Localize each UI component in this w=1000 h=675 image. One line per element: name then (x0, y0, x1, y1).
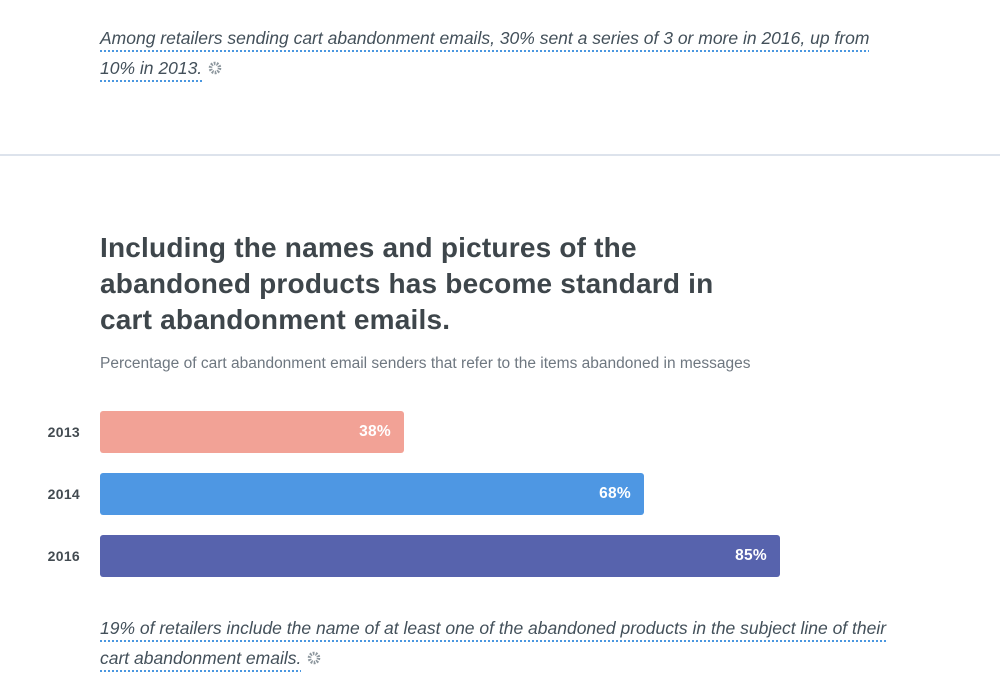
bar-chart: 2013 38% 2014 68% 2016 85% (0, 411, 1000, 577)
chart-title: Including the names and pictures of the … (100, 232, 714, 335)
category-label: 2013 (47, 424, 80, 440)
chart-row: 2014 68% (0, 473, 1000, 515)
chart-row: 2016 85% (0, 535, 1000, 577)
category-label: 2014 (47, 486, 80, 502)
bottom-callout-text[interactable]: 19% of retailers include the name of at … (100, 618, 887, 668)
top-callout-text[interactable]: Among retailers sending cart abandonment… (100, 28, 870, 78)
bar-track: 85% (100, 535, 900, 577)
bar-value-label: 38% (359, 423, 391, 440)
top-callout-section: Among retailers sending cart abandonment… (0, 0, 1000, 156)
chart-section: Including the names and pictures of the … (0, 156, 1000, 674)
bar-value-label: 68% (599, 485, 631, 502)
chart-row: 2013 38% (0, 411, 1000, 453)
top-callout: Among retailers sending cart abandonment… (100, 23, 900, 84)
bar-value-label: 85% (735, 547, 767, 564)
bar-track: 38% (100, 411, 900, 453)
bar-track: 68% (100, 473, 900, 515)
bar-2014[interactable]: 68% (100, 473, 644, 515)
gear-icon[interactable] (307, 644, 321, 674)
bar-2013[interactable]: 38% (100, 411, 404, 453)
bottom-callout: 19% of retailers include the name of at … (100, 613, 900, 674)
category-label: 2016 (47, 548, 80, 564)
bar-2016[interactable]: 85% (100, 535, 780, 577)
chart-subtitle: Percentage of cart abandonment email sen… (100, 355, 751, 372)
gear-icon[interactable] (208, 54, 222, 84)
